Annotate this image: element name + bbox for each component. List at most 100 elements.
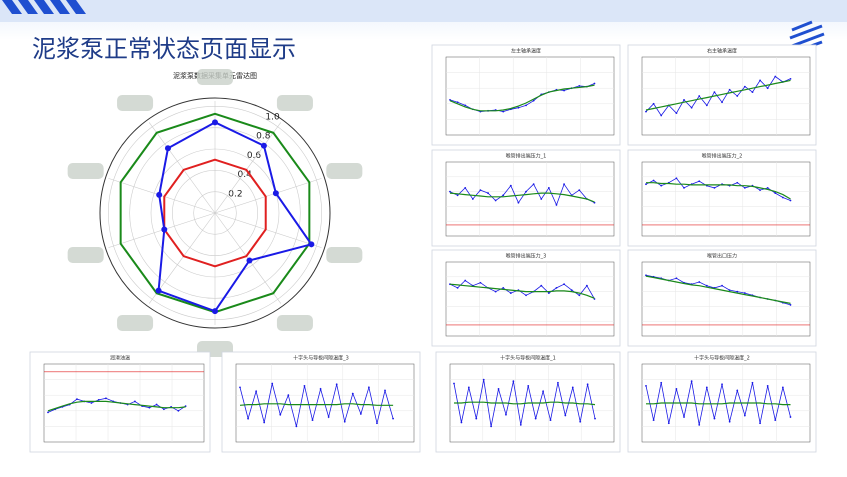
blurred-label (276, 315, 313, 332)
data-point (721, 101, 723, 104)
radar-point (272, 190, 279, 197)
data-point (494, 199, 497, 202)
chart-title: 喉管排出端压力_2 (702, 153, 743, 160)
data-point (721, 284, 723, 287)
stripe (50, 0, 70, 14)
data-line (646, 402, 791, 406)
data-point (781, 196, 784, 199)
data-line (453, 379, 596, 427)
data-point (519, 423, 522, 426)
data-point (781, 386, 784, 389)
data-line (449, 183, 595, 206)
data-point (774, 192, 777, 194)
data-point (540, 198, 543, 200)
data-point (359, 413, 362, 415)
data-point (736, 389, 739, 392)
data-point (525, 294, 527, 297)
data-point (479, 281, 482, 284)
data-point (327, 416, 330, 418)
data-point (76, 398, 78, 400)
data-point (705, 104, 708, 107)
data-line (645, 79, 791, 111)
data-point (509, 184, 512, 187)
slide-title: 泥浆泵正常状态页面显示 (32, 35, 296, 63)
data-point (540, 284, 543, 287)
data-point (667, 422, 670, 425)
data-point (578, 189, 581, 192)
data-line (645, 75, 791, 117)
data-point (766, 87, 769, 90)
data-point (652, 102, 655, 105)
data-point (525, 104, 527, 107)
data-point (47, 411, 49, 414)
radar-point (246, 257, 253, 264)
data-point (479, 189, 482, 192)
r-tick-label: 1.0 (265, 112, 280, 122)
data-point (162, 408, 165, 411)
data-point (645, 384, 647, 387)
chart-panel (627, 149, 817, 247)
data-point (743, 414, 746, 417)
data-point (547, 187, 550, 189)
data-line (454, 401, 596, 406)
data-point (490, 425, 493, 428)
data-point (683, 99, 685, 101)
data-point (134, 400, 136, 403)
data-point (698, 95, 701, 97)
data-point (759, 79, 761, 82)
data-point (736, 181, 739, 184)
data-line (645, 381, 791, 425)
data-point (343, 420, 346, 423)
plot-area (641, 56, 811, 136)
data-point (766, 187, 769, 189)
data-point (743, 187, 746, 189)
data-point (453, 382, 455, 385)
plot-area (445, 56, 615, 136)
data-point (512, 380, 515, 383)
data-point (683, 187, 685, 189)
blurred-label (326, 247, 363, 264)
blurred-label (197, 69, 233, 85)
chart-title: 喉管出口压力 (707, 253, 737, 260)
data-line (47, 400, 186, 412)
data-point (571, 386, 574, 389)
data-point (456, 194, 459, 197)
data-point (555, 287, 558, 289)
chart-title: 左主轴承温度 (511, 48, 541, 55)
radar-point (260, 142, 267, 149)
logo-bar (789, 24, 823, 40)
data-point (743, 292, 746, 294)
plot-area (641, 363, 811, 443)
data-point (497, 388, 500, 390)
blurred-label (67, 247, 104, 264)
r-tick-label: 0.4 (238, 170, 253, 180)
data-point (690, 380, 693, 383)
data-point (789, 416, 792, 418)
data-point (789, 304, 792, 306)
data-point (148, 406, 151, 409)
data-point (579, 420, 582, 423)
data-point (295, 425, 298, 428)
data-point (517, 106, 520, 109)
plot-area (445, 261, 615, 337)
data-point (509, 292, 512, 294)
data-point (563, 183, 565, 186)
chart-title: 十字头与导板间隙温度_3 (293, 355, 349, 362)
data-point (547, 292, 550, 294)
data-point (557, 381, 559, 384)
data-point (578, 84, 581, 87)
data-line (645, 177, 791, 201)
data-point (594, 417, 596, 420)
plot-area (235, 363, 415, 443)
data-point (502, 110, 505, 113)
data-point (464, 187, 467, 189)
data-point (698, 281, 701, 283)
data-point (456, 101, 459, 104)
data-point (505, 413, 507, 416)
blurred-label (326, 162, 363, 179)
data-point (464, 104, 467, 107)
data-point (525, 190, 527, 193)
data-point (759, 189, 761, 192)
r-tick-label: 0.6 (247, 151, 262, 161)
